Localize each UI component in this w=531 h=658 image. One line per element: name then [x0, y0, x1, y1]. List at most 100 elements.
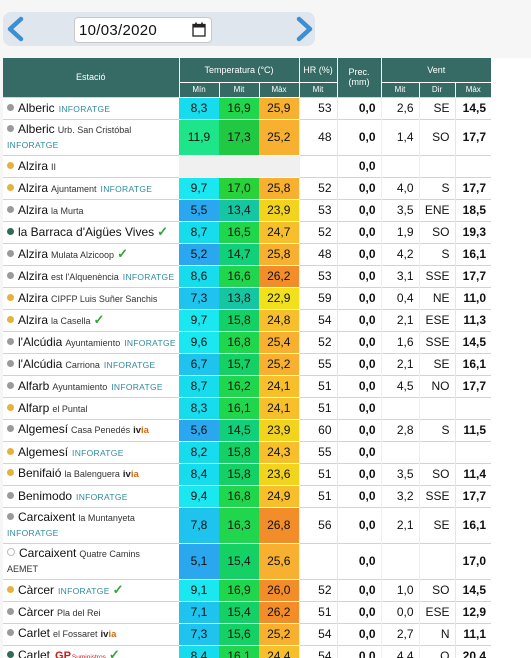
station-cell[interactable]: Benifaió la Balenguera ivia [3, 462, 179, 485]
header-temp-min[interactable]: Mín [178, 81, 219, 97]
table-row[interactable]: Alfarp el Puntal 8,3 16,1 24,1 51 0,0 [3, 396, 491, 419]
station-name[interactable]: Alberic [18, 100, 55, 115]
header-wind-dir[interactable]: Dir [418, 81, 455, 97]
station-name[interactable]: Alfarp [18, 400, 50, 415]
station-name[interactable]: Alzira [18, 246, 49, 261]
station-name[interactable]: Càrcer [18, 582, 55, 597]
station-cell[interactable]: Carlet GPSuministros ✓ [3, 644, 179, 658]
precipitation-cell: 0,0 [336, 96, 381, 119]
station-cell[interactable]: Càrcer INFORATGE ✓ [3, 578, 179, 601]
station-name[interactable]: Alzira [18, 312, 49, 327]
header-temp-mit[interactable]: Mit [218, 81, 259, 97]
previous-day-button[interactable] [6, 16, 26, 42]
station-cell[interactable]: l'Alcúdia Carriona INFORATGE [3, 352, 179, 375]
station-cell[interactable]: Alberic Urb. San Cristóbal INFORATGE [3, 118, 179, 155]
station-cell[interactable]: Càrcer Pla del Rei [3, 600, 179, 623]
station-cell[interactable]: Alfarp el Puntal [3, 396, 179, 419]
station-cell[interactable]: Algemesí INFORATGE [3, 440, 179, 463]
table-row[interactable]: Alzira Mulata Alzicoop ✓ 5,2 14,7 25,8 48 0,0 4,… [3, 242, 491, 265]
header-temp-max[interactable]: Màx [258, 81, 299, 97]
humidity-cell: 52 [298, 220, 337, 243]
table-row[interactable]: Carcaixent Quatre Camins AEMET 5,1 15,4 25,6 0… [3, 542, 491, 579]
table-row[interactable]: Alzira la Casella ✓ 9,7 15,8 24,8 54 0,0 2,1 ESE 1… [3, 308, 491, 331]
temp-max-cell [259, 154, 299, 177]
table-row[interactable]: Algemesí INFORATGE 8,2 15,8 24,3 55 0,0 [3, 440, 491, 463]
station-cell[interactable]: Carcaixent la Muntanyeta INFORATGE [3, 506, 179, 543]
temp-mit-cell: 15,8 [219, 308, 259, 331]
calendar-icon[interactable] [192, 22, 206, 37]
table-row[interactable]: Alzira CIPFP Luis Suñer Sanchis 7,3 13,8 22,… [3, 286, 491, 309]
station-location: Quatre Camins [79, 549, 140, 559]
station-name[interactable]: Benimodo [18, 488, 73, 503]
station-cell[interactable]: Carlet el Fossaret ivia [3, 622, 179, 645]
station-name[interactable]: Benifaió [18, 466, 62, 480]
station-cell[interactable]: Alzira est l'Alquenència INFORATGE [3, 264, 179, 287]
station-name[interactable]: Carcaixent [19, 546, 77, 560]
station-name[interactable]: Alzira [18, 290, 49, 305]
header-wind-mit[interactable]: Mit [380, 81, 419, 97]
table-row[interactable]: Alzira Ajuntament INFORATGE 9,7 17,0 25,8 52 0,… [3, 176, 491, 199]
station-name[interactable]: l'Alcúdia [18, 356, 63, 371]
table-row[interactable]: Càrcer Pla del Rei 7,1 15,4 26,2 51 0,0 0,0 ESE 1… [3, 600, 491, 623]
table-row[interactable]: Carlet el Fossaret ivia 7,3 15,6 25,2 54 0,0 2,7… [3, 622, 491, 645]
table-row[interactable]: Càrcer INFORATGE ✓ 9,1 16,9 26,0 52 0,0 1,0 SO 14,… [3, 578, 491, 601]
table-row[interactable]: Carcaixent la Muntanyeta INFORATGE 7,8 16,3 2… [3, 506, 491, 543]
table-row[interactable]: Alzira est l'Alquenència INFORATGE 8,6 16,6 2… [3, 264, 491, 287]
table-row[interactable]: Alzira II 0,0 [3, 154, 491, 177]
station-cell[interactable]: Alzira Mulata Alzicoop ✓ [3, 242, 179, 265]
header-temperature: Temperatura (°C) [178, 58, 299, 82]
station-name[interactable]: Carlet [18, 626, 51, 640]
station-cell[interactable]: Algemesí Casa Penedés ivia [3, 418, 179, 441]
station-cell[interactable]: Alzira la Casella ✓ [3, 308, 179, 331]
station-name[interactable]: Carlet [18, 647, 51, 658]
table-row[interactable]: l'Alcúdia Ayuntamiento INFORATGE 9,6 16,8 25,… [3, 330, 491, 353]
station-cell[interactable]: Alzira II [3, 154, 179, 177]
date-input[interactable]: 10/03/2020 [74, 17, 212, 43]
station-cell[interactable]: Alzira la Murta [3, 198, 179, 221]
station-name[interactable]: Alzira [18, 202, 49, 217]
station-cell[interactable]: Alfarb Ayuntamiento INFORATGE [3, 374, 179, 397]
station-name[interactable]: Carcaixent [18, 510, 76, 524]
station-name[interactable]: l'Alcúdia [18, 334, 63, 349]
wind-max-cell: 20,4 [454, 644, 491, 658]
station-name[interactable]: Alfarb [18, 378, 50, 393]
station-name[interactable]: Alzira [18, 158, 49, 173]
station-cell[interactable]: Alzira Ajuntament INFORATGE [3, 176, 179, 199]
temp-mit-cell: 15,4 [219, 542, 259, 579]
table-row[interactable]: l'Alcúdia Carriona INFORATGE 6,7 15,7 25,2 55 0… [3, 352, 491, 375]
temp-mit-cell: 16,2 [219, 374, 259, 397]
table-row[interactable]: Benimodo INFORATGE 9,4 16,8 24,9 51 0,0 3,2 SSE 1… [3, 484, 491, 507]
temp-max-cell: 24,3 [259, 440, 299, 463]
table-row[interactable]: Alzira la Murta 5,5 13,4 23,9 53 0,0 3,5 ENE 18,5 [3, 198, 491, 221]
table-row[interactable]: Algemesí Casa Penedés ivia 5,6 14,5 23,9 60 0,0… [3, 418, 491, 441]
temp-max-cell: 26,2 [259, 600, 299, 623]
station-cell[interactable]: Carcaixent Quatre Camins AEMET [3, 542, 179, 579]
station-cell[interactable]: l'Alcúdia Ayuntamiento INFORATGE [3, 330, 179, 353]
temp-min-cell: 8,2 [179, 440, 219, 463]
station-name[interactable]: Alzira [18, 268, 49, 283]
header-hr-mit[interactable]: Mit [298, 81, 337, 97]
station-cell[interactable]: Benimodo INFORATGE [3, 484, 179, 507]
table-row[interactable]: Benifaió la Balenguera ivia 8,4 15,8 23,6 51 0,… [3, 462, 491, 485]
humidity-cell: 48 [298, 118, 337, 155]
wind-max-cell: 11,0 [454, 286, 491, 309]
table-row[interactable]: Alberic INFORATGE 8,3 16,9 25,9 53 0,0 2,6 SE 14,… [3, 96, 491, 119]
station-cell[interactable]: Alzira CIPFP Luis Suñer Sanchis [3, 286, 179, 309]
table-row[interactable]: Alfarb Ayuntamiento INFORATGE 8,7 16,2 24,1 51… [3, 374, 491, 397]
station-name[interactable]: la Barraca d'Aigües Vives [18, 225, 155, 239]
header-wind-max[interactable]: Màx [454, 81, 491, 97]
station-name[interactable]: Alzira [18, 180, 49, 195]
station-name[interactable]: Algemesí [18, 444, 69, 459]
next-day-button[interactable] [294, 16, 314, 42]
station-location: CIPFP Luis Suñer Sanchis [51, 293, 158, 304]
station-name[interactable]: Algemesí [18, 422, 69, 436]
station-cell[interactable]: Alberic INFORATGE [3, 96, 179, 119]
table-row[interactable]: Alberic Urb. San Cristóbal INFORATGE 11,9 17… [3, 118, 491, 155]
right-margin [491, 58, 531, 658]
station-name[interactable]: Alberic [18, 122, 55, 136]
station-cell[interactable]: la Barraca d'Aigües Vives ✓ [3, 220, 179, 243]
header-station[interactable]: Estació [3, 58, 179, 97]
table-row[interactable]: Carlet GPSuministros ✓ 8,4 16,1 24,4 54 0,0 4,4 O… [3, 644, 491, 658]
station-name[interactable]: Càrcer [18, 604, 55, 619]
table-row[interactable]: la Barraca d'Aigües Vives ✓ 8,7 16,5 24,7 52 0… [3, 220, 491, 243]
